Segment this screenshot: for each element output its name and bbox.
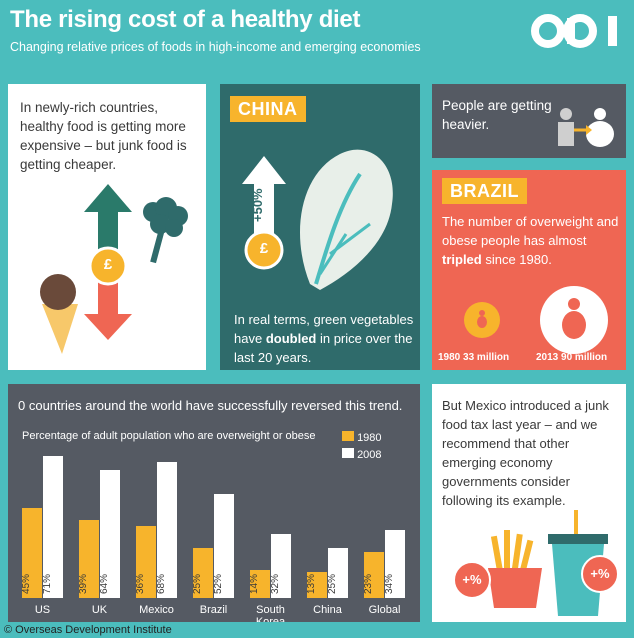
tax-badge-drink-icon xyxy=(581,555,619,593)
people-icon xyxy=(558,108,614,147)
page-title: The rising cost of a healthy diet xyxy=(10,6,361,33)
bar-2008-mexico: 68% xyxy=(156,462,177,598)
odi-logo xyxy=(531,14,617,48)
category-label: China xyxy=(313,604,342,616)
trend-heading: 0 countries around the world have succes… xyxy=(18,398,403,413)
bar-value-label: 23% xyxy=(363,573,374,594)
small-person-circle-icon xyxy=(464,302,500,338)
bar-value-label: 71% xyxy=(42,573,53,594)
down-arrow-icon xyxy=(84,280,132,340)
bar-1980-china: 13% xyxy=(306,572,327,598)
bar-1980-brazil: 25% xyxy=(192,548,213,598)
bar-2008-south-korea: 32% xyxy=(270,534,291,598)
brazil-stat-2013: 2013 90 million xyxy=(536,352,608,363)
brazil-panel: BRAZIL The number of overweight and obes… xyxy=(432,170,626,370)
china-arrow-label: +50% xyxy=(250,188,265,222)
chart-caption: Percentage of adult population who are o… xyxy=(22,430,316,442)
legend-swatch-2008 xyxy=(342,448,354,458)
china-illustration xyxy=(242,149,393,290)
bar-value-label: 45% xyxy=(21,573,32,594)
tax-badge-fries-label: +% xyxy=(462,572,482,587)
bar-value-label: 25% xyxy=(192,573,203,594)
legend-item-2008: 2008 xyxy=(342,447,382,464)
bar-value-label: 32% xyxy=(270,573,281,594)
mexico-text: But Mexico introduced a junk food tax la… xyxy=(442,398,609,508)
bar-value-label: 39% xyxy=(78,573,89,594)
intro-panel: In newly-rich countries, healthy food is… xyxy=(8,84,206,370)
category-label: Mexico xyxy=(139,604,174,616)
bar-value-label: 36% xyxy=(135,573,146,594)
mexico-panel: But Mexico introduced a junk food tax la… xyxy=(432,384,626,622)
bar-2008-china: 25% xyxy=(327,548,348,598)
intro-text: In newly-rich countries, healthy food is… xyxy=(20,100,187,172)
intro-coin-symbol: £ xyxy=(103,256,113,273)
bar-value-label: 52% xyxy=(213,573,224,594)
large-person-circle-icon xyxy=(540,286,608,354)
brazil-tag: BRAZIL xyxy=(442,178,527,204)
up-arrow-icon xyxy=(242,156,286,238)
bar-2008-brazil: 52% xyxy=(213,494,234,598)
bar-2008-us: 71% xyxy=(42,456,63,598)
ice-cream-icon xyxy=(40,274,78,354)
category-label: Brazil xyxy=(199,604,228,616)
bar-2008-global: 34% xyxy=(384,530,405,598)
bar-value-label: 13% xyxy=(306,573,317,594)
page-subtitle: Changing relative prices of foods in hig… xyxy=(10,40,421,54)
price-arrows-illustration xyxy=(40,184,188,354)
china-text: In real terms, green vegetables have dou… xyxy=(234,312,414,365)
coin-icon xyxy=(88,246,128,286)
footer-copyright: © Overseas Development Institute xyxy=(0,622,634,638)
category-label: UK xyxy=(91,604,108,616)
bar-value-label: 68% xyxy=(156,573,167,594)
category-label: US xyxy=(34,604,51,616)
coin-icon xyxy=(244,230,284,270)
bar-value-label: 64% xyxy=(99,573,110,594)
cabbage-icon xyxy=(300,149,393,290)
heavier-panel: People are getting heavier. xyxy=(432,84,626,158)
up-arrow-icon xyxy=(84,184,132,252)
legend-swatch-1980 xyxy=(342,431,354,441)
heavier-text: People are getting heavier. xyxy=(442,98,552,132)
brazil-stat-1980: 1980 33 million xyxy=(438,352,510,363)
bar-2008-uk: 64% xyxy=(99,470,120,598)
bar-1980-uk: 39% xyxy=(78,520,99,598)
legend-item-1980: 1980 xyxy=(342,430,382,447)
bar-value-label: 14% xyxy=(249,573,260,594)
fries-icon xyxy=(488,530,542,608)
bar-1980-us: 45% xyxy=(21,508,42,598)
junk-food-illustration xyxy=(453,510,619,616)
trend-panel: 0 countries around the world have succes… xyxy=(8,384,420,628)
china-coin-symbol: £ xyxy=(259,240,269,257)
brazil-text: The number of overweight and obese peopl… xyxy=(442,214,619,267)
broccoli-icon xyxy=(143,197,188,264)
bar-chart: 45% 71% US 39% 64% UK 36% 68% Mexico 25% 52% Brazil… xyxy=(8,384,420,628)
tax-badge-drink-label: +% xyxy=(590,566,610,581)
tax-badge-fries-icon xyxy=(453,561,491,599)
bar-1980-global: 23% xyxy=(363,552,384,598)
bar-value-label: 25% xyxy=(327,573,338,594)
brazil-circles xyxy=(464,286,608,354)
china-panel: CHINA +50% £ In real terms, green vegeta… xyxy=(220,84,420,370)
bar-1980-south-korea: 14% xyxy=(249,570,270,598)
chart-legend: 1980 2008 xyxy=(342,430,382,464)
bar-1980-mexico: 36% xyxy=(135,526,156,598)
china-tag: CHINA xyxy=(230,96,306,122)
category-label: Global xyxy=(368,604,401,616)
bar-value-label: 34% xyxy=(384,573,395,594)
